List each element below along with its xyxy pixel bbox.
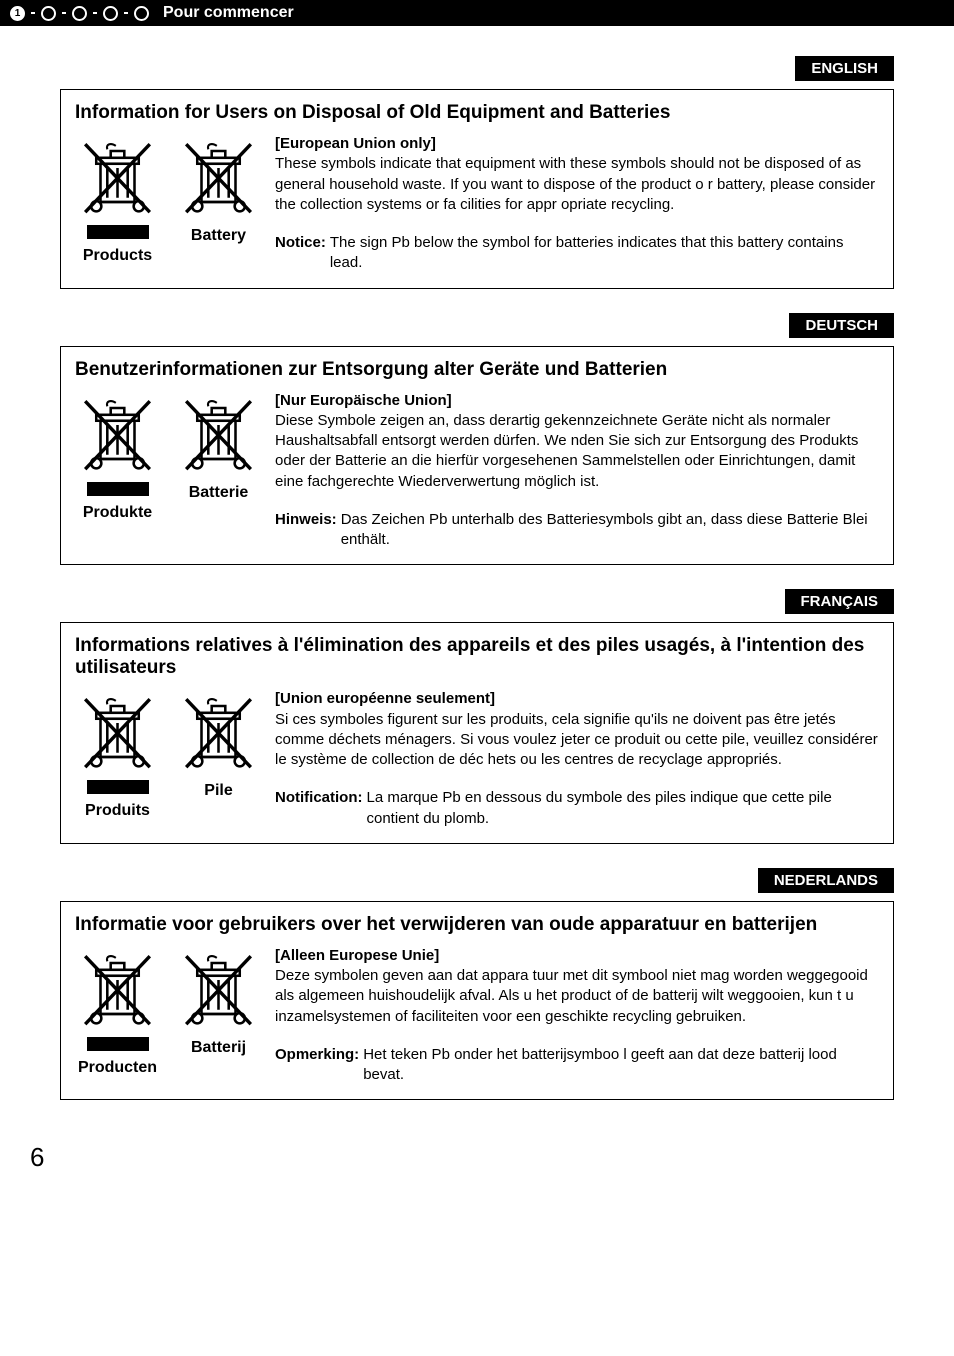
battery-label: Pile (204, 782, 232, 800)
products-icon-block: Producten (75, 946, 160, 1086)
products-label: Products (83, 247, 152, 265)
info-box: Informations relatives à l'élimination d… (60, 622, 894, 844)
battery-label: Battery (191, 227, 246, 245)
products-icon-block: Produits (75, 689, 160, 829)
region-subheading: [Alleen Europese Unie] (275, 946, 879, 966)
region-subheading: [Union européenne seulement] (275, 689, 879, 709)
notice-label: Hinweis: (275, 510, 337, 551)
info-box: Benutzerinformationen zur Entsorgung alt… (60, 346, 894, 566)
page-content: ENGLISH Information for Users on Disposal… (0, 26, 954, 1134)
disposal-section: NEDERLANDS Informatie voor gebruikers ove… (60, 868, 894, 1101)
notice-row: Notice:The sign Pb below the symbol for … (275, 233, 879, 274)
underbar (87, 225, 149, 239)
crossed-bin-icon (176, 134, 261, 219)
region-subheading: [European Union only] (275, 134, 879, 154)
box-title: Informations relatives à l'élimination d… (75, 635, 879, 679)
step-connector (93, 12, 97, 14)
step-connector (31, 12, 35, 14)
crossed-bin-icon (176, 391, 261, 476)
crossed-bin-icon (176, 946, 261, 1031)
page-number: 6 (0, 1134, 954, 1183)
notice-text: La marque Pb en dessous du symbole des p… (367, 788, 880, 829)
box-title: Information for Users on Disposal of Old… (75, 102, 879, 124)
step-connector (62, 12, 66, 14)
text-column: [Alleen Europese Unie]Deze symbolen geve… (275, 946, 879, 1086)
crossed-bin-icon (75, 946, 160, 1031)
step-indicator-2 (41, 6, 56, 21)
battery-icon-block: Batterie (176, 391, 261, 551)
text-column: [Nur Europäische Union]Diese Symbole zei… (275, 391, 879, 551)
battery-label: Batterij (191, 1039, 246, 1057)
info-box: Informatie voor gebruikers over het verw… (60, 901, 894, 1101)
disposal-section: FRANÇAIS Informations relatives à l'élimi… (60, 589, 894, 844)
step-indicator-4 (103, 6, 118, 21)
step-indicator-5 (134, 6, 149, 21)
language-badge: ENGLISH (795, 56, 894, 81)
language-badge: NEDERLANDS (758, 868, 894, 893)
battery-icon-block: Battery (176, 134, 261, 274)
notice-row: Hinweis:Das Zeichen Pb unterhalb des Bat… (275, 510, 879, 551)
notice-row: Notification:La marque Pb en dessous du … (275, 788, 879, 829)
products-label: Produits (85, 802, 150, 820)
body-text: These symbols indicate that equipment wi… (275, 154, 879, 215)
notice-text: The sign Pb below the symbol for batteri… (330, 233, 879, 274)
step-indicator-active: 1 (10, 6, 25, 21)
body-text: Si ces symboles figurent sur les produit… (275, 710, 879, 771)
notice-text: Het teken Pb onder het batterijsymboo l … (363, 1045, 879, 1086)
step-connector (124, 12, 128, 14)
region-subheading: [Nur Europäische Union] (275, 391, 879, 411)
step-number: 1 (15, 8, 21, 19)
language-badge: DEUTSCH (789, 313, 894, 338)
battery-icon-block: Batterij (176, 946, 261, 1086)
underbar (87, 780, 149, 794)
step-indicator-3 (72, 6, 87, 21)
products-label: Produkte (83, 504, 152, 522)
notice-text: Das Zeichen Pb unterhalb des Batteriesym… (341, 510, 879, 551)
disposal-section: DEUTSCH Benutzerinformationen zur Entsorg… (60, 313, 894, 566)
products-icon-block: Produkte (75, 391, 160, 551)
crossed-bin-icon (176, 689, 261, 774)
crossed-bin-icon (75, 689, 160, 774)
body-text: Diese Symbole zeigen an, dass derartig g… (275, 411, 879, 492)
products-icon-block: Products (75, 134, 160, 274)
underbar (87, 482, 149, 496)
products-label: Producten (78, 1059, 157, 1077)
notice-row: Opmerking:Het teken Pb onder het batteri… (275, 1045, 879, 1086)
header-title: Pour commencer (163, 4, 294, 22)
text-column: [European Union only]These symbols indic… (275, 134, 879, 274)
body-text: Deze symbolen geven aan dat appara tuur … (275, 966, 879, 1027)
notice-label: Notice: (275, 233, 326, 274)
crossed-bin-icon (75, 391, 160, 476)
battery-icon-block: Pile (176, 689, 261, 829)
notice-label: Notification: (275, 788, 363, 829)
notice-label: Opmerking: (275, 1045, 359, 1086)
header-bar: 1 Pour commencer (0, 0, 954, 26)
underbar (87, 1037, 149, 1051)
language-badge: FRANÇAIS (785, 589, 895, 614)
disposal-section: ENGLISH Information for Users on Disposal… (60, 56, 894, 289)
text-column: [Union européenne seulement]Si ces symbo… (275, 689, 879, 829)
battery-label: Batterie (189, 484, 249, 502)
box-title: Benutzerinformationen zur Entsorgung alt… (75, 359, 879, 381)
crossed-bin-icon (75, 134, 160, 219)
box-title: Informatie voor gebruikers over het verw… (75, 914, 879, 936)
info-box: Information for Users on Disposal of Old… (60, 89, 894, 289)
